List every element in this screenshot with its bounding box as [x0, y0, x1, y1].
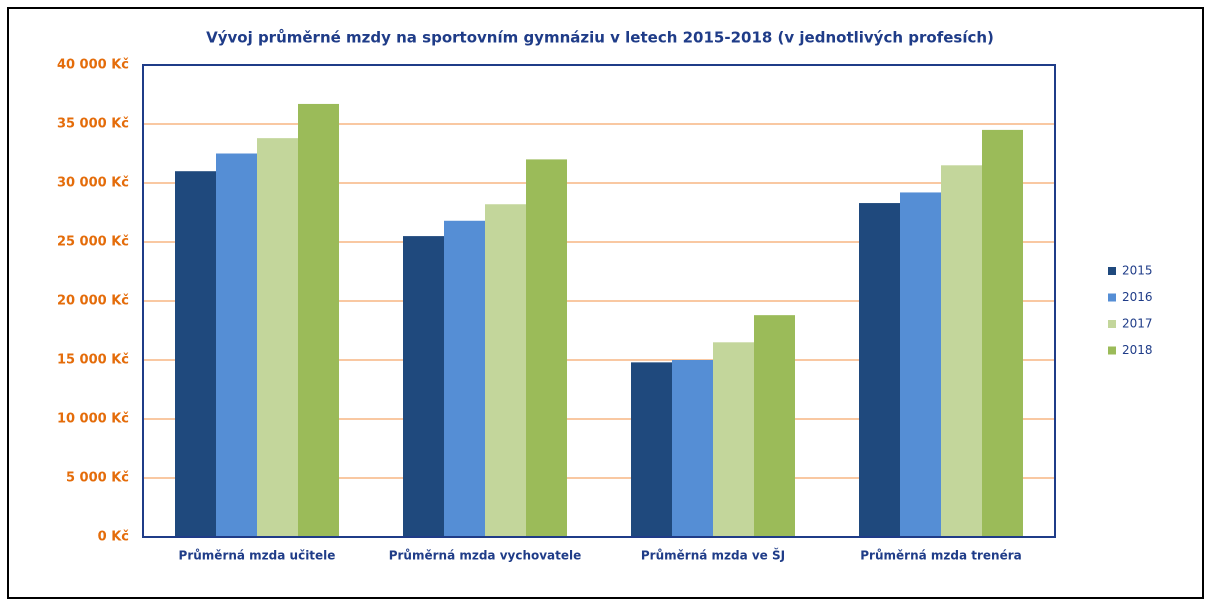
bar — [216, 153, 257, 537]
y-tick-label: 10 000 Kč — [57, 412, 129, 427]
x-tick-label: Průměrná mzda ve ŠJ — [641, 548, 785, 563]
bar — [403, 236, 444, 537]
legend-swatch — [1108, 267, 1116, 275]
y-tick-label: 35 000 Kč — [57, 117, 129, 132]
bar — [900, 192, 941, 537]
legend-swatch — [1108, 320, 1116, 328]
y-tick-label: 0 Kč — [98, 530, 129, 545]
plot-border — [142, 64, 1056, 538]
legend-label: 2018 — [1122, 343, 1153, 357]
x-tick-label: Průměrná mzda učitele — [179, 549, 336, 563]
y-tick-label: 5 000 Kč — [66, 471, 129, 486]
bar — [526, 159, 567, 537]
x-tick-label: Průměrná mzda vychovatele — [389, 549, 582, 563]
legend-swatch — [1108, 346, 1116, 355]
y-tick-label: 20 000 Kč — [57, 294, 129, 309]
bar — [175, 171, 216, 537]
y-tick-label: 30 000 Kč — [57, 176, 129, 191]
bar — [941, 165, 982, 538]
x-tick-label: Průměrná mzda trenéra — [860, 549, 1021, 563]
y-tick-label: 25 000 Kč — [57, 235, 129, 250]
bar — [485, 204, 526, 538]
legend-label: 2016 — [1122, 290, 1153, 304]
bar — [672, 360, 713, 537]
bar — [298, 103, 339, 537]
y-tick-label: 15 000 Kč — [57, 353, 129, 368]
y-tick-label: 40 000 Kč — [57, 58, 129, 73]
bar — [713, 342, 754, 537]
bar — [982, 129, 1023, 537]
legend-label: 2017 — [1122, 317, 1153, 331]
legend-swatch — [1108, 293, 1116, 302]
bar — [754, 315, 795, 537]
bar — [859, 203, 900, 537]
chart-title: Vývoj průměrné mzdy na sportovním gymnáz… — [206, 29, 994, 47]
bar — [444, 220, 485, 537]
legend-label: 2015 — [1122, 264, 1153, 278]
bar — [631, 362, 672, 537]
bar — [257, 138, 298, 537]
